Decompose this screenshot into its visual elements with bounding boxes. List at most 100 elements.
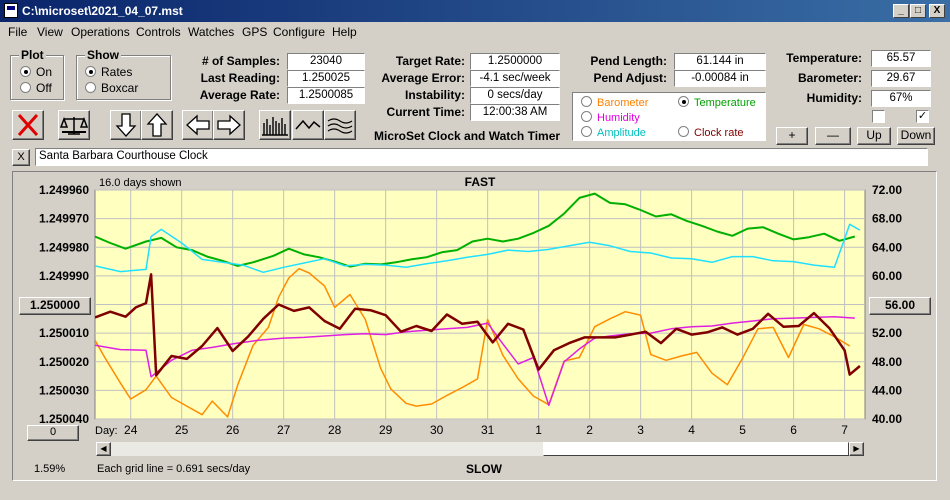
temperature-label: Temperature: xyxy=(786,51,862,65)
arrow-up-icon xyxy=(146,113,168,137)
pend-length-field[interactable]: 61.144 in xyxy=(674,53,766,70)
menu-view[interactable]: View xyxy=(37,25,63,39)
scale-up-button[interactable]: Up xyxy=(857,127,891,145)
plot-off-radio[interactable]: Off xyxy=(20,81,52,95)
right-axis-labels: 72.00 68.00 64.00 60.00 52.00 48.00 44.00 40.00 xyxy=(872,183,902,426)
menu-watches[interactable]: Watches xyxy=(188,25,235,39)
show-group-title: Show xyxy=(85,48,121,62)
x-tick-label: 26 xyxy=(226,423,240,437)
percent-label: 1.59% xyxy=(34,463,65,475)
scale-minus-button[interactable]: — xyxy=(815,127,851,145)
left-center-button[interactable]: 1.250000 xyxy=(19,297,91,315)
samples-field: 23040 xyxy=(287,53,365,70)
radio-dot xyxy=(20,66,31,77)
pend-adjust-label: Pend Adjust: xyxy=(593,71,667,85)
x-tick-label: 2 xyxy=(586,423,593,437)
x-tick-label: 24 xyxy=(124,423,138,437)
show-boxcar-label: Boxcar xyxy=(101,81,139,95)
x-tick-label: 30 xyxy=(430,423,444,437)
shift-left-button[interactable] xyxy=(182,110,214,140)
amplitude-radio[interactable]: Amplitude xyxy=(581,126,646,139)
left-tick-label: 1.249960 xyxy=(39,183,89,197)
histogram-button[interactable] xyxy=(259,110,291,140)
scroll-thumb[interactable] xyxy=(543,442,849,456)
checkbox-left[interactable] xyxy=(872,110,885,123)
current-time-label: Current Time: xyxy=(386,105,465,119)
menu-operations[interactable]: Operations xyxy=(71,25,130,39)
radio-dot xyxy=(581,126,592,137)
arrow-left-icon xyxy=(186,114,210,136)
show-boxcar-radio[interactable]: Boxcar xyxy=(85,81,138,95)
average-rate-label: Average Rate: xyxy=(199,88,280,102)
left-tick-label: 1.249990 xyxy=(39,269,89,283)
x-tick-label: 6 xyxy=(790,423,797,437)
shift-down-button[interactable] xyxy=(110,110,142,140)
shift-right-button[interactable] xyxy=(213,110,245,140)
menu-controls[interactable]: Controls xyxy=(136,25,181,39)
title-bar: C:\microset\2021_04_07.mst _ □ X xyxy=(0,0,950,22)
scroll-right-button[interactable]: ▶ xyxy=(849,442,864,456)
left-axis-labels: 1.249960 1.249970 1.249980 1.249990 1.250010… xyxy=(39,183,89,426)
scroll-left-button[interactable]: ◀ xyxy=(96,442,111,456)
plot-on-label: On xyxy=(36,65,53,79)
clock-rate-radio[interactable]: Clock rate xyxy=(678,126,744,139)
series-line-1 xyxy=(95,223,861,274)
plot-off-label: Off xyxy=(36,81,52,95)
right-tick-label: 44.00 xyxy=(872,383,902,397)
right-center-button[interactable]: 56.00 xyxy=(869,297,931,315)
radio-dot xyxy=(581,111,592,122)
horizontal-scrollbar[interactable]: ◀ ▶ xyxy=(95,441,865,457)
pend-adjust-field: -0.00084 in xyxy=(674,70,766,87)
scale-plus-button[interactable]: + xyxy=(776,127,808,145)
radio-dot xyxy=(678,96,689,107)
balance-button[interactable] xyxy=(58,110,90,140)
left-bottom-button[interactable]: 0 xyxy=(27,425,79,441)
shift-up-button[interactable] xyxy=(141,110,173,140)
barometer-field: 29.67 xyxy=(871,70,931,87)
series-line-0 xyxy=(95,192,856,268)
stop-button[interactable] xyxy=(12,110,44,140)
menu-bar: File View Operations Controls Watches GP… xyxy=(0,22,950,42)
menu-file[interactable]: File xyxy=(8,25,28,39)
menu-help[interactable]: Help xyxy=(332,25,357,39)
plot-group: Plot xyxy=(10,48,64,100)
menu-gps[interactable]: GPS xyxy=(242,25,268,39)
humidity-radio[interactable]: Humidity xyxy=(581,111,640,124)
left-tick-label: 1.250010 xyxy=(39,326,89,340)
barometer-radio[interactable]: Barometer xyxy=(581,96,648,109)
current-time-field: 12:00:38 AM xyxy=(470,104,560,121)
menu-configure[interactable]: Configure xyxy=(273,25,326,39)
maximize-button[interactable]: □ xyxy=(910,4,926,18)
amplitude-label: Amplitude xyxy=(597,127,646,139)
show-group: Show xyxy=(76,48,171,100)
target-rate-field[interactable]: 1.2500000 xyxy=(470,53,560,70)
watch-close-button[interactable]: X xyxy=(12,149,30,166)
close-button[interactable]: X xyxy=(929,4,945,18)
show-rates-radio[interactable]: Rates xyxy=(85,65,132,79)
right-tick-label: 40.00 xyxy=(872,412,902,426)
x-tick-label: 28 xyxy=(328,423,342,437)
line-plot-button[interactable] xyxy=(292,110,324,140)
app-icon[interactable] xyxy=(4,3,18,18)
temperature-radio[interactable]: Temperature xyxy=(678,96,756,109)
x-tick-label: 27 xyxy=(277,423,291,437)
check-mark-icon: ✓ xyxy=(917,110,928,122)
smooth-plot-button[interactable] xyxy=(324,110,356,140)
x-tick-label: 29 xyxy=(379,423,393,437)
checkbox-right[interactable]: ✓ xyxy=(916,110,929,123)
scale-down-button[interactable]: Down xyxy=(897,127,935,145)
pend-length-label: Pend Length: xyxy=(590,54,667,68)
instability-label: Instability: xyxy=(404,88,465,102)
plot-on-radio[interactable]: On xyxy=(20,65,52,79)
balance-scale-icon xyxy=(59,116,89,135)
right-tick-label: 60.00 xyxy=(872,269,902,283)
samples-label: # of Samples: xyxy=(201,54,280,68)
radio-dot xyxy=(85,66,96,77)
arrow-left-small-icon: ◀ xyxy=(100,444,107,453)
minimize-button[interactable]: _ xyxy=(893,4,909,18)
average-error-label: Average Error: xyxy=(381,71,465,85)
slow-label: SLOW xyxy=(466,462,503,476)
right-tick-label: 52.00 xyxy=(872,326,902,340)
watch-name-field[interactable]: Santa Barbara Courthouse Clock xyxy=(35,148,928,166)
